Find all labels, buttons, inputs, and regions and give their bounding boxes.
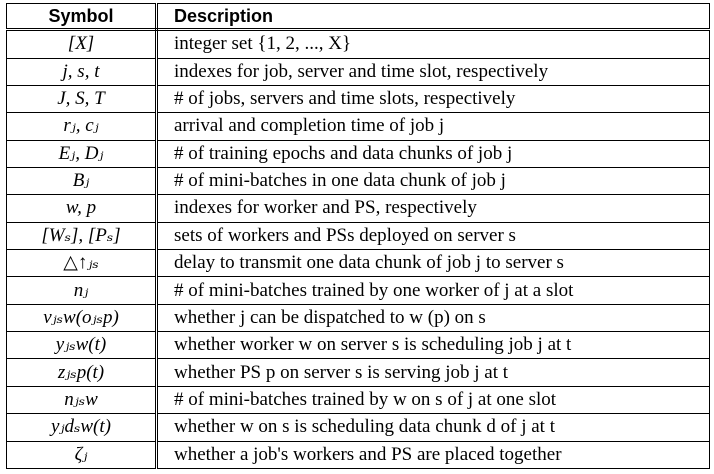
table-row: △↑ⱼₛ delay to transmit one data chunk of… (6, 249, 710, 278)
description-cell: delay to transmit one data chunk of job … (156, 249, 710, 278)
table-row: nⱼₛw # of mini-batches trained by w on s… (6, 385, 710, 415)
description-cell: whether j can be dispatched to w (p) on … (156, 303, 710, 333)
table-header-row: Symbol Description (6, 3, 710, 31)
description-cell: # of training epochs and data chunks of … (156, 139, 710, 168)
symbol-cell: zⱼₛp(t) (6, 358, 158, 387)
description-cell: whether w on s is scheduling data chunk … (156, 413, 710, 442)
description-cell: # of mini-batches trained by one worker … (156, 276, 710, 305)
description-cell: whether a job's workers and PS are place… (156, 440, 710, 470)
notation-table: Symbol Description [X] integer set {1, 2… (6, 3, 710, 470)
table-row: Eⱼ, Dⱼ # of training epochs and data chu… (6, 139, 710, 168)
symbol-cell: J, S, T (6, 84, 158, 114)
table-row: Bⱼ # of mini-batches in one data chunk o… (6, 166, 710, 196)
symbol-cell: nⱼₛw (6, 385, 158, 415)
symbol-cell: Eⱼ, Dⱼ (6, 139, 158, 168)
table-row: ζⱼ whether a job's workers and PS are pl… (6, 440, 710, 470)
table-row: vⱼₛw(oⱼₛp) whether j can be dispatched t… (6, 303, 710, 333)
notation-table-container: Symbol Description [X] integer set {1, 2… (6, 3, 710, 470)
description-cell: # of jobs, servers and time slots, respe… (156, 84, 710, 114)
table-row: nⱼ # of mini-batches trained by one work… (6, 276, 710, 305)
symbol-cell: nⱼ (6, 276, 158, 305)
symbol-cell: [X] (6, 29, 158, 59)
symbol-cell: vⱼₛw(oⱼₛp) (6, 303, 158, 333)
symbol-cell: w, p (6, 194, 158, 223)
table-row: J, S, T # of jobs, servers and time slot… (6, 84, 710, 114)
description-cell: indexes for worker and PS, respectively (156, 194, 710, 223)
table-row: [X] integer set {1, 2, ..., X} (6, 29, 710, 59)
symbol-cell: ζⱼ (6, 440, 158, 470)
symbol-cell: yⱼₛw(t) (6, 331, 158, 360)
table-row: rⱼ, cⱼ arrival and completion time of jo… (6, 112, 710, 141)
description-cell: whether worker w on server s is scheduli… (156, 331, 710, 360)
symbol-cell: j, s, t (6, 57, 158, 86)
description-cell: sets of workers and PSs deployed on serv… (156, 221, 710, 251)
symbol-column-header: Symbol (6, 3, 158, 31)
symbol-cell: △↑ⱼₛ (6, 249, 158, 278)
symbol-cell: Bⱼ (6, 166, 158, 196)
description-cell: whether PS p on server s is serving job … (156, 358, 710, 387)
description-cell: indexes for job, server and time slot, r… (156, 57, 710, 86)
table-row: w, p indexes for worker and PS, respecti… (6, 194, 710, 223)
table-row: zⱼₛp(t) whether PS p on server s is serv… (6, 358, 710, 387)
description-cell: # of mini-batches trained by w on s of j… (156, 385, 710, 415)
symbol-cell: [Wₛ], [Pₛ] (6, 221, 158, 251)
table-row: yⱼdₛw(t) whether w on s is scheduling da… (6, 413, 710, 442)
description-column-header: Description (156, 3, 710, 31)
description-cell: arrival and completion time of job j (156, 112, 710, 141)
table-row: j, s, t indexes for job, server and time… (6, 57, 710, 86)
symbol-cell: yⱼdₛw(t) (6, 413, 158, 442)
symbol-cell: rⱼ, cⱼ (6, 112, 158, 141)
description-cell: integer set {1, 2, ..., X} (156, 29, 710, 59)
description-cell: # of mini-batches in one data chunk of j… (156, 166, 710, 196)
table-row: yⱼₛw(t) whether worker w on server s is … (6, 331, 710, 360)
table-row: [Wₛ], [Pₛ] sets of workers and PSs deplo… (6, 221, 710, 251)
